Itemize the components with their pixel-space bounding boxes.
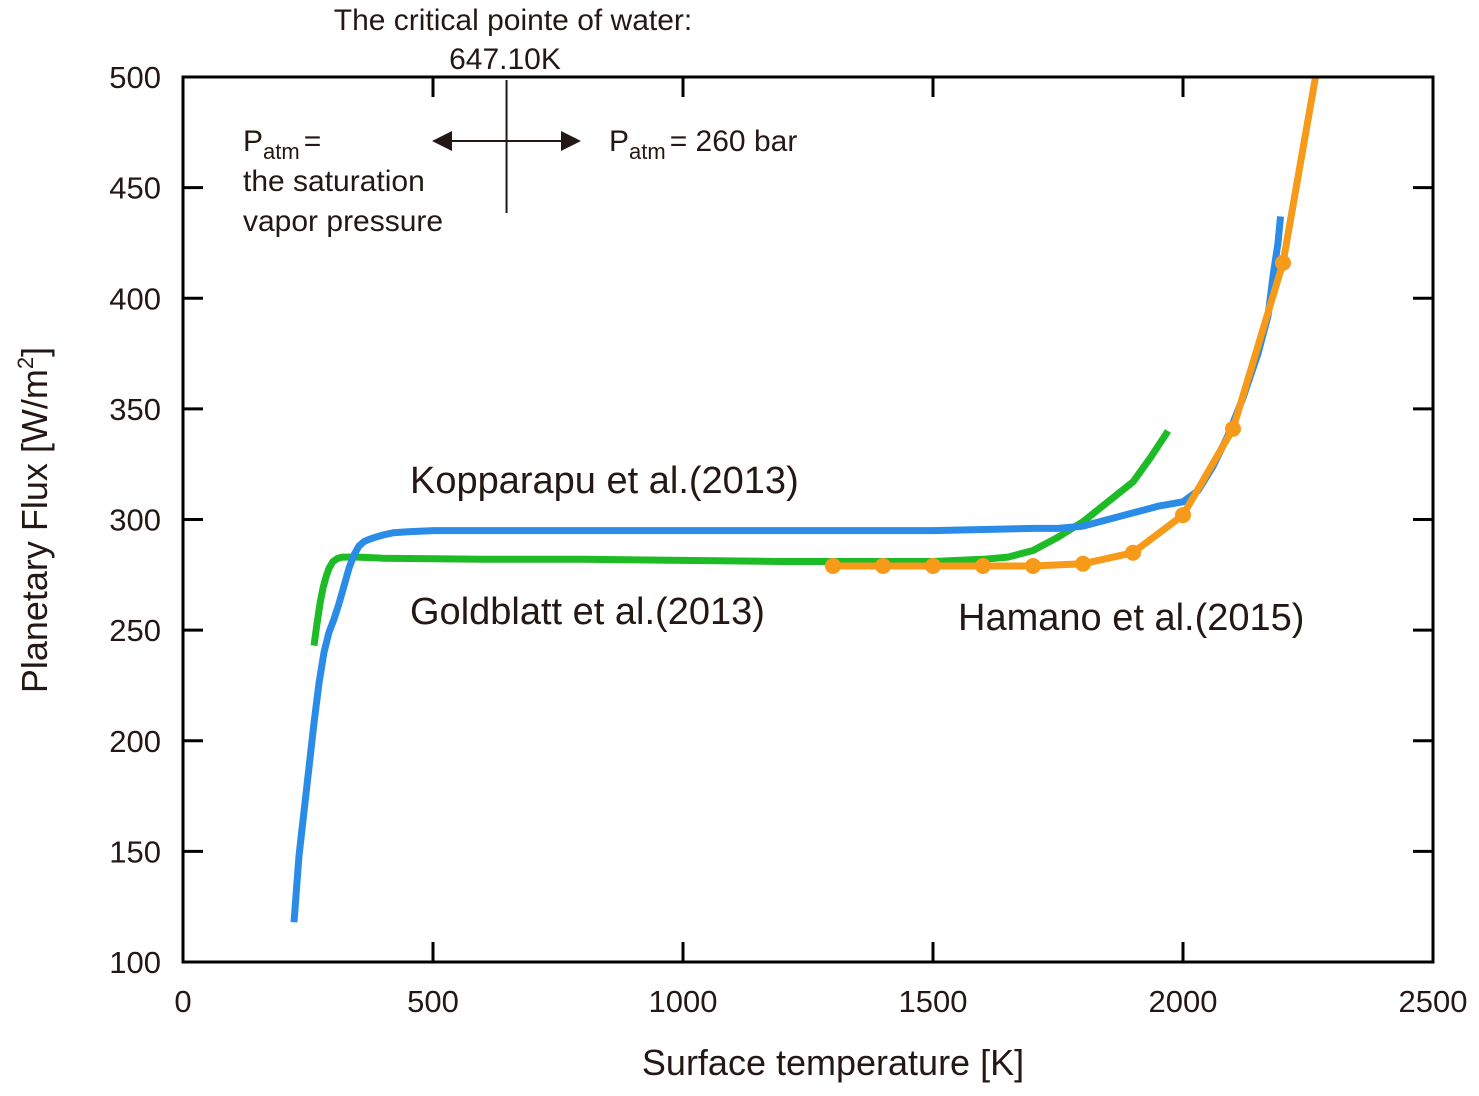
x-tick-label: 0 (174, 984, 191, 1019)
x-tick-label: 2500 (1399, 984, 1468, 1019)
series-point-hamano (1075, 555, 1091, 572)
right-region-label: Patm = 260 bar (609, 125, 797, 164)
left-region-sub: atm (263, 139, 300, 164)
x-tick-label: 2000 (1149, 984, 1218, 1019)
left-region-line2: the saturation (243, 165, 425, 198)
series-point-hamano (1225, 420, 1241, 437)
series-point-hamano (975, 557, 991, 574)
y-axis-title-main: Planetary Flux [W/m (14, 369, 55, 693)
right-region-rest: = 260 bar (670, 125, 798, 158)
right-arrow-head (561, 131, 581, 151)
y-tick-label: 200 (109, 724, 161, 759)
y-axis-title-sup: 2 (13, 357, 38, 369)
right-region-p: P (609, 125, 629, 158)
series-label-kopparapu: Kopparapu et al.(2013) (410, 460, 799, 502)
left-region-p: P (243, 125, 263, 158)
left-region-eq: = (304, 125, 322, 158)
y-tick-label: 350 (109, 392, 161, 427)
series-point-hamano (1175, 507, 1191, 524)
left-arrow-head (432, 131, 452, 151)
series-point-hamano (875, 557, 891, 574)
critical-point-value: 647.10K (449, 43, 561, 76)
y-tick-label: 400 (109, 281, 161, 316)
left-region-line3: vapor pressure (243, 205, 443, 238)
series-point-hamano (1275, 254, 1291, 271)
series-line-kopparapu (290, 216, 1284, 923)
y-tick-label: 500 (109, 60, 161, 95)
series-point-hamano (825, 557, 841, 574)
x-tick-label: 1000 (649, 984, 718, 1019)
series-label-hamano: Hamano et al.(2015) (958, 597, 1304, 639)
plot-frame (181, 75, 1435, 964)
y-tick-label: 250 (109, 613, 161, 648)
series-line-hamano (833, 77, 1319, 570)
critical-point-title: The critical pointe of water: (334, 4, 693, 37)
series-layer (290, 77, 1319, 923)
x-tick-label: 1500 (899, 984, 968, 1019)
left-region-label: Patm = (243, 125, 321, 164)
y-axis-title: Planetary Flux [W/m2] (13, 347, 55, 693)
x-axis-title: Surface temperature [K] (642, 1042, 1024, 1083)
right-region-sub: atm (629, 139, 666, 164)
x-tick-label: 500 (407, 984, 459, 1019)
series-label-goldblatt: Goldblatt et al.(2013) (410, 591, 765, 633)
series-point-hamano (1025, 557, 1041, 574)
y-tick-label: 150 (109, 834, 161, 869)
series-point-hamano (1125, 544, 1141, 561)
y-tick-label: 450 (109, 171, 161, 206)
critical-point-annotation: The critical pointe of water: 647.10K Pa… (243, 4, 797, 238)
axis-ticks: 0 500 1000 1500 2000 2500 100 150 200 250 300 350 40… (109, 60, 1467, 1019)
y-tick-label: 100 (109, 945, 161, 980)
y-axis-title-tail: ] (14, 347, 55, 357)
series-point-hamano (925, 557, 941, 574)
y-tick-label: 300 (109, 503, 161, 538)
